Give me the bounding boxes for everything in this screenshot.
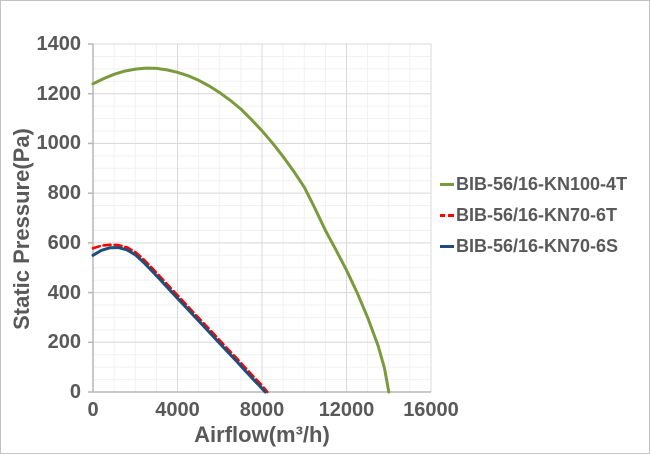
series-line-BIB-56/16-KN70-6T	[91, 243, 269, 394]
legend-label: BIB-56/16-KN70-6T	[456, 204, 618, 225]
x-tick-label-0: 0	[87, 399, 99, 421]
legend-item: BIB-56/16-KN100-4T	[440, 173, 627, 195]
x-axis-title: Airflow(m³/h)	[194, 422, 330, 447]
x-tick-label-8000: 8000	[239, 399, 285, 421]
y-tick-label-600: 600	[47, 231, 81, 254]
legend-item: BIB-56/16-KN70-6T	[440, 204, 617, 226]
legend-line-icon	[440, 182, 454, 186]
y-axis-title: Static Pressure(Pa)	[9, 128, 34, 330]
legend-line-icon	[440, 244, 454, 248]
series-line-BIB-56/16-KN100-4T	[91, 66, 391, 394]
y-tick-label-200: 200	[47, 331, 81, 354]
legend-item: BIB-56/16-KN70-6S	[440, 235, 618, 257]
x-tick-label-12000: 12000	[318, 399, 375, 421]
y-tick-label-400: 400	[47, 281, 81, 304]
x-tick-label-16000: 16000	[403, 399, 459, 421]
y-tick-label-800: 800	[47, 182, 81, 205]
y-tick-label-1400: 1400	[36, 33, 82, 55]
legend-label: BIB-56/16-KN70-6S	[456, 235, 619, 256]
y-tick-label-1200: 1200	[36, 82, 82, 105]
series-line-BIB-56/16-KN70-6S	[91, 246, 267, 394]
y-tick-label-1000: 1000	[36, 132, 82, 155]
legend-line-icon	[440, 213, 454, 217]
y-tick-label-0: 0	[69, 381, 81, 403]
x-tick-label-4000: 4000	[155, 399, 200, 421]
legend-label: BIB-56/16-KN100-4T	[456, 173, 628, 194]
